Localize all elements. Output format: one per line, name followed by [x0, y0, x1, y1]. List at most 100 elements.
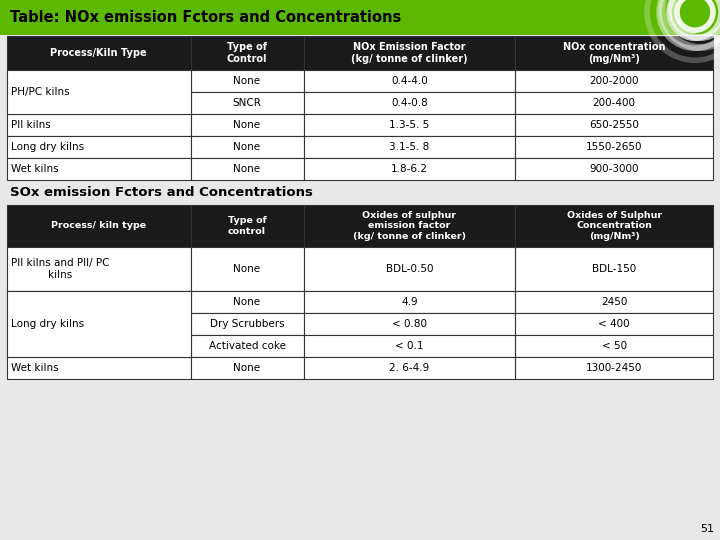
Bar [304, 247, 516, 291]
Bar [7, 70, 191, 114]
Text: Long dry kilns: Long dry kilns [11, 319, 84, 329]
Text: None: None [233, 164, 261, 174]
Bar [304, 36, 516, 70]
Text: < 0.1: < 0.1 [395, 341, 423, 351]
Text: PII kilns and PII/ PC
kilns: PII kilns and PII/ PC kilns [11, 258, 109, 280]
Text: None: None [233, 264, 261, 274]
Bar [304, 158, 516, 180]
Text: 4.9: 4.9 [401, 297, 418, 307]
Bar [304, 92, 516, 114]
Bar [516, 158, 713, 180]
Bar [191, 36, 304, 70]
Text: 0.4-4.0: 0.4-4.0 [391, 76, 428, 86]
Text: < 50: < 50 [602, 341, 626, 351]
Bar [191, 291, 304, 313]
Bar [304, 357, 516, 379]
Bar [7, 291, 191, 313]
Text: 650-2550: 650-2550 [589, 120, 639, 130]
Text: 3.1-5. 8: 3.1-5. 8 [390, 142, 430, 152]
Bar [304, 335, 516, 357]
Text: 200-2000: 200-2000 [590, 76, 639, 86]
Bar [304, 313, 516, 335]
Bar [7, 92, 191, 114]
Bar [191, 70, 304, 92]
Text: 1300-2450: 1300-2450 [586, 363, 642, 373]
Text: Type of
Control: Type of Control [227, 42, 267, 64]
Bar [516, 335, 713, 357]
Text: 200-400: 200-400 [593, 98, 636, 108]
Text: BDL-150: BDL-150 [592, 264, 636, 274]
Bar [191, 136, 304, 158]
Bar [7, 335, 191, 357]
Bar [7, 247, 191, 291]
Text: NOx concentration
(mg/Nm³): NOx concentration (mg/Nm³) [563, 42, 665, 64]
Text: Dry Scrubbers: Dry Scrubbers [210, 319, 284, 329]
Bar [191, 158, 304, 180]
Text: 1.3-5. 5: 1.3-5. 5 [390, 120, 430, 130]
Bar [304, 291, 516, 313]
Text: Long dry kilns: Long dry kilns [11, 142, 84, 152]
Bar [191, 92, 304, 114]
Text: PII kilns: PII kilns [11, 120, 50, 130]
Bar [516, 92, 713, 114]
Text: 1.8-6.2: 1.8-6.2 [391, 164, 428, 174]
Bar [516, 114, 713, 136]
Text: None: None [233, 76, 261, 86]
Bar [516, 313, 713, 335]
Text: Wet kilns: Wet kilns [11, 363, 58, 373]
Bar [304, 70, 516, 92]
Text: None: None [233, 142, 261, 152]
Bar [516, 205, 713, 247]
Text: 2450: 2450 [601, 297, 627, 307]
Bar [191, 114, 304, 136]
Text: Oxides of Sulphur
Concentration
(mg/Nm³): Oxides of Sulphur Concentration (mg/Nm³) [567, 211, 662, 241]
Bar [304, 114, 516, 136]
Text: None: None [233, 297, 261, 307]
Bar [7, 291, 191, 357]
Text: Long dry kilns: Long dry kilns [11, 297, 84, 307]
Text: Process/Kiln Type: Process/Kiln Type [50, 48, 147, 58]
Text: 1550-2650: 1550-2650 [586, 142, 642, 152]
Text: SNCR: SNCR [233, 98, 261, 108]
Bar [7, 114, 191, 136]
Text: < 400: < 400 [598, 319, 630, 329]
Bar [516, 36, 713, 70]
Text: 2. 6-4.9: 2. 6-4.9 [390, 363, 430, 373]
Text: Table: NOx emission Fctors and Concentrations: Table: NOx emission Fctors and Concentra… [10, 10, 401, 25]
Text: Activated coke: Activated coke [209, 341, 286, 351]
Bar [516, 291, 713, 313]
Bar [191, 357, 304, 379]
Bar [7, 70, 191, 92]
Bar [7, 36, 191, 70]
Text: Type of
control: Type of control [228, 217, 266, 235]
Bar [0, 0, 720, 35]
Text: PH/PC kilns: PH/PC kilns [11, 87, 70, 97]
Text: None: None [233, 120, 261, 130]
Bar [516, 70, 713, 92]
Text: 900-3000: 900-3000 [590, 164, 639, 174]
Text: 0.4-0.8: 0.4-0.8 [391, 98, 428, 108]
Bar [191, 247, 304, 291]
Text: NOx Emission Factor
(kg/ tonne of clinker): NOx Emission Factor (kg/ tonne of clinke… [351, 42, 468, 64]
Bar [304, 136, 516, 158]
Text: Process/ kiln type: Process/ kiln type [51, 221, 146, 231]
Bar [7, 136, 191, 158]
Text: Wet kilns: Wet kilns [11, 164, 58, 174]
Text: < 0.80: < 0.80 [392, 319, 427, 329]
Text: 51: 51 [700, 524, 714, 534]
Bar [516, 247, 713, 291]
Bar [304, 205, 516, 247]
Text: BDL-0.50: BDL-0.50 [386, 264, 433, 274]
Text: None: None [233, 363, 261, 373]
Bar [7, 158, 191, 180]
Bar [191, 335, 304, 357]
Text: PH/PC kilns: PH/PC kilns [11, 76, 70, 86]
Bar [7, 205, 191, 247]
Bar [516, 357, 713, 379]
Bar [516, 136, 713, 158]
Text: SOx emission Fctors and Concentrations: SOx emission Fctors and Concentrations [10, 186, 313, 199]
Bar [191, 313, 304, 335]
Bar [7, 357, 191, 379]
Bar [191, 205, 304, 247]
Bar [7, 313, 191, 335]
